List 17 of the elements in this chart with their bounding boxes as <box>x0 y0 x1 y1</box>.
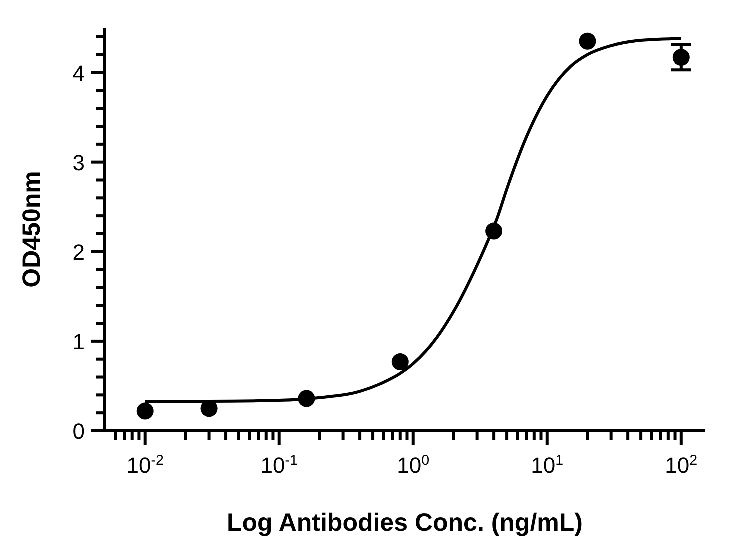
y-tick-label: 4 <box>72 60 85 86</box>
y-tick-label: 0 <box>72 419 85 444</box>
x-tick-label: 10$^{-1}$ <box>260 453 298 478</box>
point <box>672 49 690 66</box>
x-tick-label: 10$^{-2}$ <box>126 453 164 478</box>
y-axis-title: OD450nm <box>18 171 46 288</box>
y-tick-label: 3 <box>72 150 85 176</box>
y-tick-label: 2 <box>72 240 85 265</box>
point <box>579 32 596 50</box>
x-tick-label: 10$^{0}$ <box>397 453 430 478</box>
point <box>486 222 503 240</box>
x-axis-title: Log Antibodies Conc. (ng/mL) <box>227 509 583 537</box>
point <box>392 354 409 371</box>
x-tick-label: 10$^{2}$ <box>665 453 698 478</box>
point <box>298 390 316 408</box>
y-tick-label: 1 <box>72 329 85 354</box>
x-tick-label: 10$^{1}$ <box>531 453 564 478</box>
